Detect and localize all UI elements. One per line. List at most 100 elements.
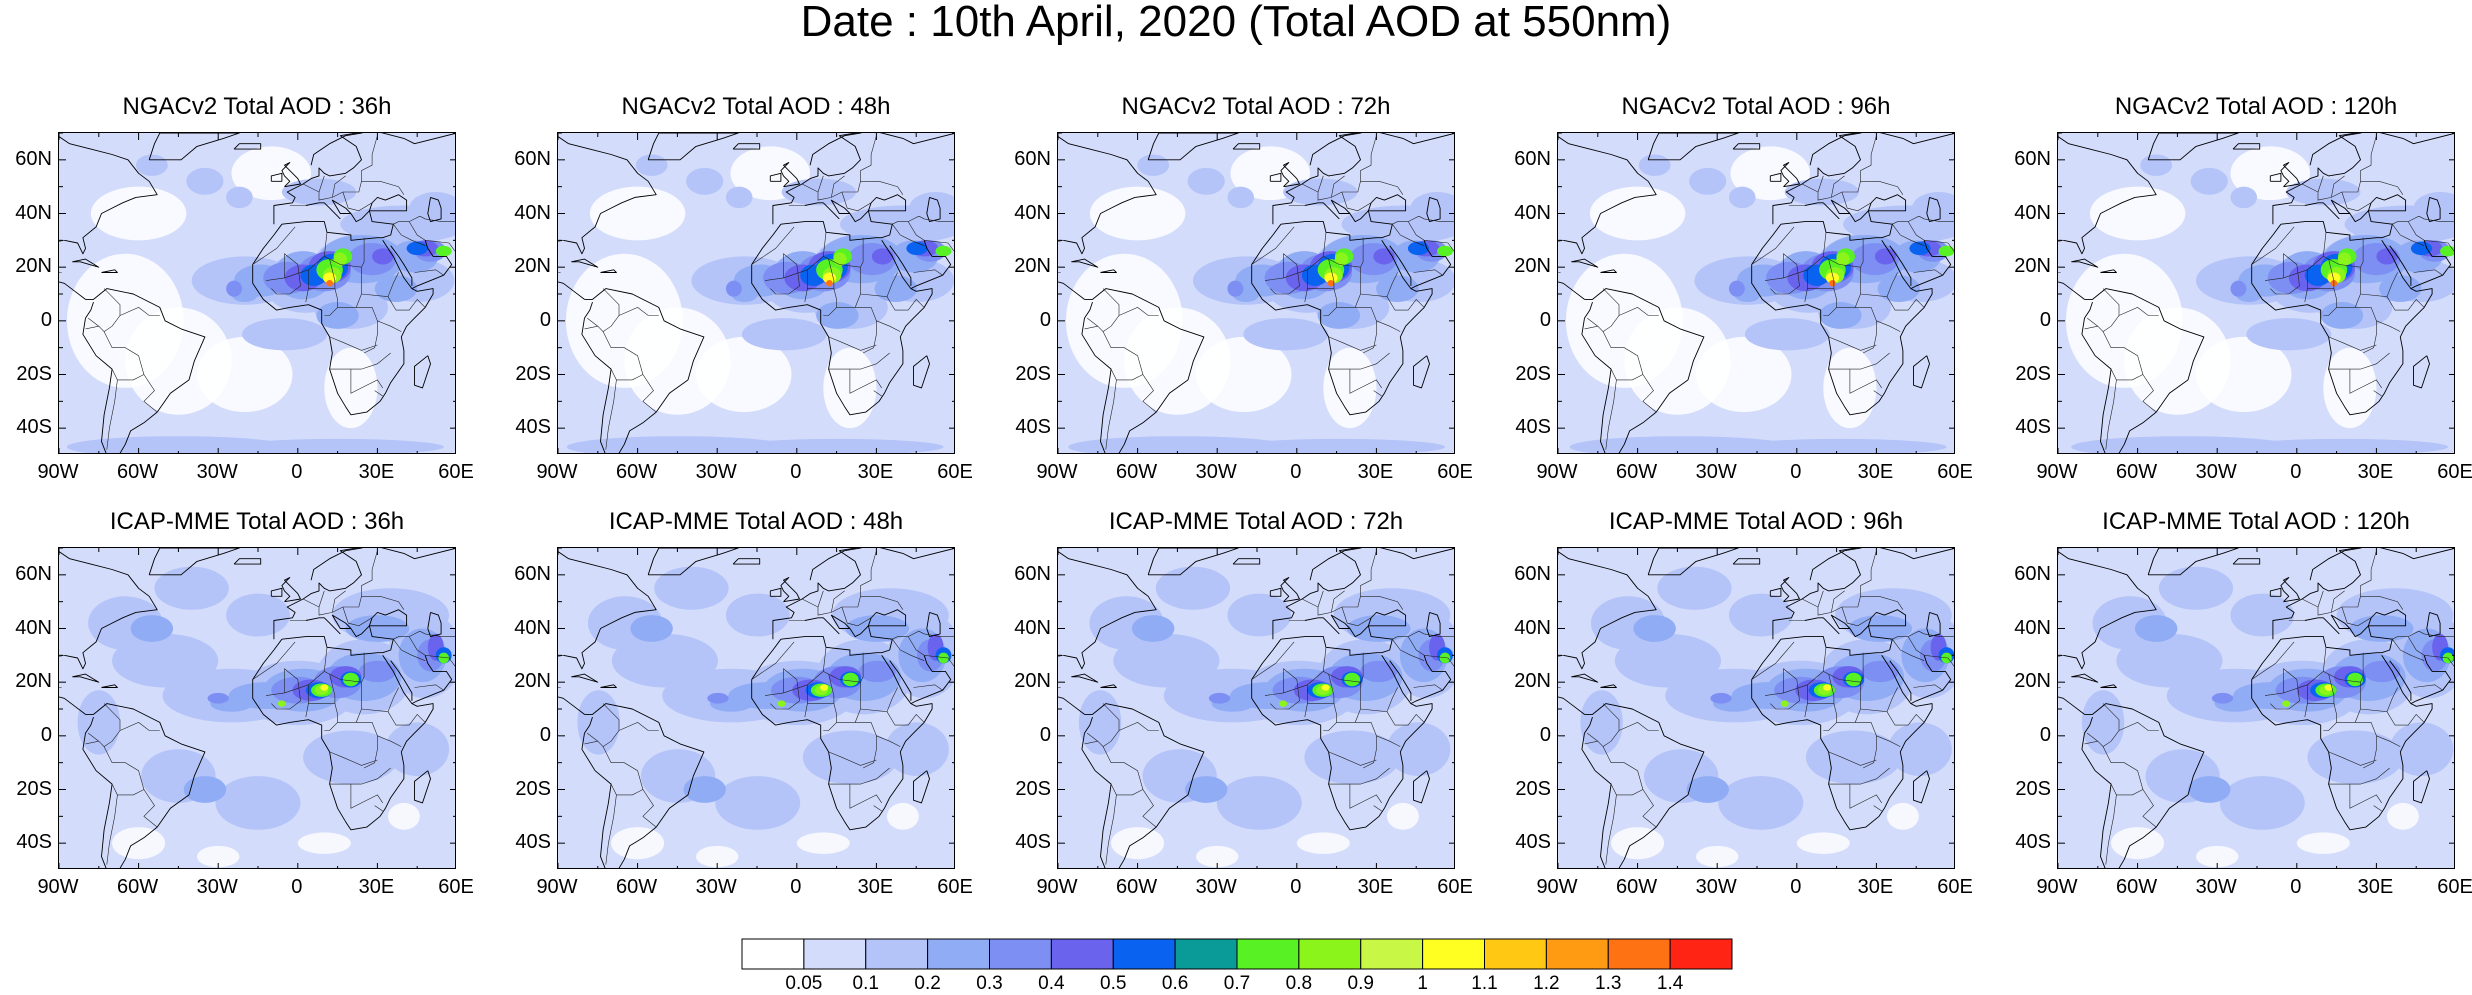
lon-tick-label: 30E (857, 461, 894, 483)
lat-tick-label: 40N (15, 201, 52, 224)
colorbar-swatch (741, 938, 805, 970)
country-border (1328, 259, 1335, 289)
lat-tick-label: 40S (515, 831, 551, 854)
aod-contour (1232, 438, 1445, 453)
country-border (329, 352, 391, 370)
aod-contour (2211, 692, 2234, 704)
country-border (1087, 288, 1120, 332)
coastline (1926, 611, 1941, 638)
aod-contour (372, 248, 394, 265)
aod-clear-region (112, 827, 166, 860)
country-border (2376, 320, 2401, 332)
coastline (647, 133, 739, 161)
aod-contour (816, 302, 859, 329)
coastline (2058, 696, 2085, 715)
aod-contour (316, 302, 359, 329)
country-border (1251, 226, 1295, 265)
country-border (1058, 687, 1061, 688)
colorbar-swatch (1360, 938, 1424, 970)
colorbar-swatch (1112, 938, 1176, 970)
lon-tick-label: 30E (1857, 876, 1894, 898)
country-border (876, 320, 901, 332)
country-border (2373, 805, 2382, 812)
aod-contour (1888, 722, 1952, 777)
coastline (2280, 162, 2300, 188)
country-border (1331, 175, 1345, 198)
colorbar-swatch (1422, 938, 1485, 970)
lon-tick-label: 60E (937, 876, 973, 898)
panel-title: NGACv2 Total AOD : 96h (1621, 93, 1891, 120)
colorbar-swatch (927, 938, 990, 970)
aod-contour (1710, 692, 1732, 704)
coastline (411, 240, 453, 290)
country-border (1876, 320, 1901, 332)
aod-contour (1334, 252, 1349, 266)
coastline (1913, 770, 1930, 804)
colorbar-tick-label: 0.1 (852, 973, 879, 994)
country-border (59, 655, 65, 657)
coastline (427, 611, 442, 638)
lat-tick-label: 20N (2014, 670, 2051, 693)
aod-clear-region (695, 336, 792, 413)
country-border (106, 794, 118, 865)
aod-contour (2230, 280, 2247, 297)
lat-tick-label: 20S (16, 362, 52, 385)
aod-clear-region (388, 802, 420, 830)
country-border (2102, 746, 2144, 796)
country-border (2355, 722, 2377, 769)
country-border (602, 331, 644, 381)
aod-contour (1279, 700, 1288, 707)
country-border (1892, 630, 1920, 640)
country-border (1558, 240, 1564, 242)
lon-tick-label: 60W (2116, 461, 2158, 483)
aod-contour (1439, 652, 1451, 664)
aod-contour (871, 248, 894, 265)
country-border (377, 735, 402, 747)
country-border (1764, 652, 1864, 696)
country-border (823, 647, 827, 672)
country-border (1349, 784, 1382, 809)
lon-tick-label: 30E (2357, 461, 2394, 483)
country-border (2323, 722, 2337, 731)
country-border (1360, 135, 1377, 182)
country-border (2304, 684, 2308, 718)
aod-map (1557, 547, 1955, 869)
aod-contour (1689, 167, 1727, 195)
lat-tick-label: 20S (1015, 777, 1051, 800)
aod-contour (2230, 593, 2295, 637)
country-border (1317, 175, 1324, 193)
coastline (769, 172, 782, 182)
country-border (1386, 711, 1425, 726)
country-border (1918, 215, 1954, 222)
country-border (584, 740, 598, 745)
lat-tick-label: 20N (15, 255, 52, 278)
map-canvas (1558, 133, 1954, 453)
country-border (1860, 550, 1877, 597)
coastline (1732, 558, 1761, 565)
country-border (2413, 269, 2443, 276)
aod-contour (1877, 275, 1920, 303)
coastline (2071, 258, 2099, 268)
lat-tick-label: 40N (1514, 616, 1551, 639)
coastline (1913, 355, 1930, 389)
country-border (900, 234, 925, 246)
country-border (425, 655, 455, 667)
country-border (1413, 269, 1443, 276)
coastline (732, 558, 761, 565)
aod-map (557, 132, 955, 454)
country-border (764, 652, 864, 696)
coastline (1910, 655, 1952, 705)
coastline (59, 281, 86, 300)
aod-clear-region (589, 186, 686, 241)
country-border (2376, 735, 2401, 747)
country-border (1283, 253, 1297, 278)
lat-tick-label: 0 (1039, 723, 1051, 746)
coastline (427, 196, 442, 223)
coastline (1272, 548, 1454, 640)
country-border (1828, 259, 1835, 289)
country-border (361, 550, 378, 597)
lat-tick-label: 20S (515, 362, 551, 385)
country-border (1118, 307, 1159, 316)
aod-map (2057, 132, 2455, 454)
country-border (1323, 647, 1327, 672)
